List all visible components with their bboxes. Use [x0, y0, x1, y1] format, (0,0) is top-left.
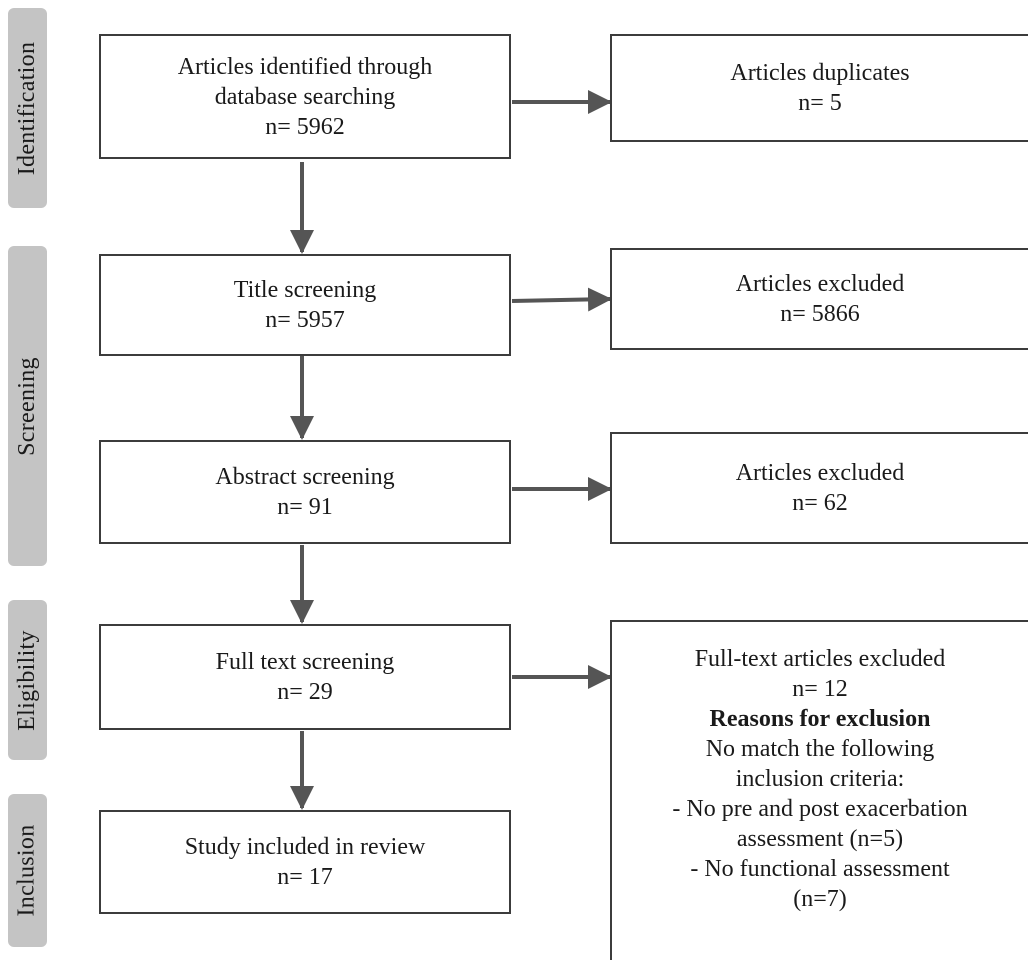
exclusion-reasons-heading: Reasons for exclusion [709, 706, 931, 732]
abstract-screening-label: Abstract screening [215, 464, 395, 490]
abstract-screening-count: n= 91 [277, 494, 333, 520]
fulltext-screening-label: Full text screening [215, 649, 395, 675]
exclusion-reason-line-1: No match the following [705, 736, 935, 762]
title-screening-label: Title screening [233, 277, 377, 303]
title-screening-count: n= 5957 [265, 307, 345, 333]
included-label: Study included in review [184, 834, 426, 860]
fulltext-excluded-count: n= 12 [792, 676, 848, 702]
box-duplicates: Articles duplicates n= 5 [610, 34, 1028, 142]
identified-count: n= 5962 [265, 113, 345, 140]
title-excluded-count: n= 5866 [780, 301, 860, 327]
title-excluded-label: Articles excluded [735, 271, 905, 297]
fulltext-excluded-label: Full-text articles excluded [694, 646, 946, 672]
box-included: Study included in review n= 17 [99, 810, 511, 914]
exclusion-reason-line-4: assessment (n=5) [736, 826, 904, 852]
identified-line-1: Articles identified through [177, 53, 433, 80]
phase-eligibility: Eligibility [8, 600, 47, 760]
phase-inclusion: Inclusion [8, 794, 47, 947]
exclusion-reason-line-5: - No functional assessment [690, 856, 950, 882]
box-abstract-excluded: Articles excluded n= 62 [610, 432, 1028, 544]
abstract-excluded-label: Articles excluded [735, 460, 905, 486]
duplicates-label: Articles duplicates [730, 60, 910, 86]
box-fulltext-excluded: Full-text articles excluded n= 12 Reason… [610, 620, 1028, 960]
abstract-excluded-count: n= 62 [792, 490, 848, 516]
included-count: n= 17 [277, 864, 333, 890]
duplicates-count: n= 5 [798, 90, 842, 116]
box-title-screening: Title screening n= 5957 [99, 254, 511, 356]
box-abstract-screening: Abstract screening n= 91 [99, 440, 511, 544]
box-identified: Articles identified through database sea… [99, 34, 511, 159]
exclusion-reason-line-2: inclusion criteria: [735, 766, 905, 792]
phase-screening: Screening [8, 246, 47, 566]
arrow-title-to-excluded [511, 287, 612, 312]
phase-identification: Identification [8, 8, 47, 208]
fulltext-screening-count: n= 29 [277, 679, 333, 705]
box-title-excluded: Articles excluded n= 5866 [610, 248, 1028, 350]
box-fulltext-screening: Full text screening n= 29 [99, 624, 511, 730]
exclusion-reason-line-3: - No pre and post exacerbation [672, 796, 968, 822]
exclusion-reason-line-6: (n=7) [793, 886, 847, 912]
identified-line-2: database searching [214, 83, 396, 110]
